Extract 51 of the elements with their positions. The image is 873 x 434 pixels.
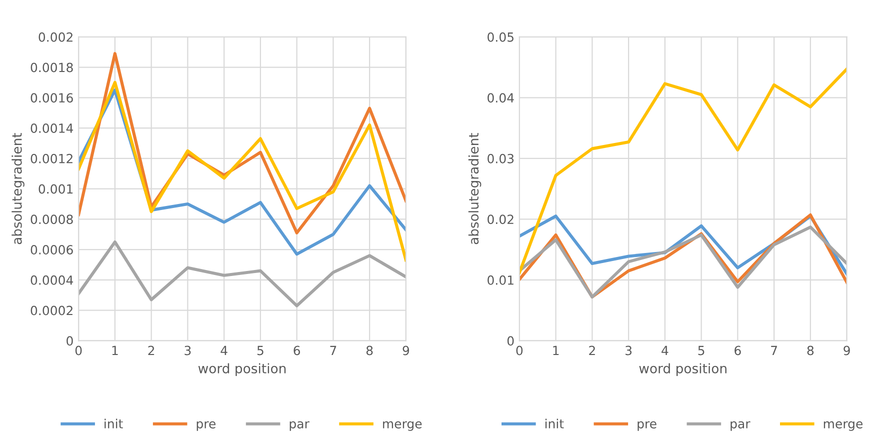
x-tick-label: 4 (220, 346, 228, 356)
y-tick-label: 0.03 (488, 154, 514, 164)
legend-label: init (104, 418, 123, 428)
y-tick-label: 0.04 (488, 93, 514, 103)
y-tick-label: 0.02 (488, 214, 514, 224)
legend-label: init (545, 418, 564, 428)
x-tick-label: 0 (75, 346, 82, 356)
y-tick-label: 0.0006 (30, 245, 73, 254)
x-tick-label: 5 (698, 346, 704, 356)
x-tick-label: 1 (112, 346, 118, 356)
y-axis-title: absolutegradient (468, 132, 482, 244)
legend-label: merge (824, 421, 863, 431)
line-series (78, 240, 406, 308)
y-tick-label: 0.05 (488, 32, 514, 42)
x-tick-label: 3 (626, 346, 632, 356)
legend-label: par (730, 421, 750, 431)
x-tick-label: 2 (589, 346, 595, 356)
x-tick-label: 5 (257, 346, 264, 356)
x-tick-label: 3 (184, 346, 191, 356)
y-tick-label: 0.0012 (30, 154, 72, 164)
x-tick-label: 6 (734, 346, 741, 356)
x-tick-label: 0 (516, 346, 523, 356)
y-tick-label: 0.0018 (30, 62, 73, 72)
legend-label: merge (383, 421, 422, 431)
x-tick-label: 9 (402, 346, 410, 356)
x-tick-label: 9 (844, 346, 850, 356)
x-tick-label: 6 (294, 346, 300, 356)
x-tick-label: 1 (553, 346, 559, 356)
y-tick-label: 0.0014 (30, 124, 74, 133)
x-tick-label: 8 (807, 346, 814, 356)
x-tick-label: 7 (330, 346, 336, 356)
y-tick-label: 0.001 (38, 184, 73, 194)
y-tick-label: 0.0004 (30, 275, 74, 285)
x-tick-label: 2 (148, 346, 154, 356)
y-tick-label: 0.0008 (30, 214, 73, 224)
legend-label: pre (196, 421, 216, 431)
x-axis-title: word position (639, 363, 726, 376)
y-tick-label: 0.002 (38, 32, 72, 42)
x-tick-label: 8 (366, 346, 373, 356)
x-tick-label: 7 (771, 346, 777, 356)
x-tick-label: 4 (662, 346, 668, 356)
legend-label: pre (638, 421, 656, 431)
y-tick-label: 0 (66, 336, 73, 346)
y-tick-label: 0.0016 (30, 93, 73, 103)
y-axis-title: absolutegradient (12, 132, 24, 244)
y-tick-label: 0 (507, 336, 514, 346)
legend-label: par (290, 421, 310, 431)
line-series (519, 68, 847, 274)
y-tick-label: 0.0002 (30, 306, 72, 316)
y-tick-label: 0.01 (488, 275, 514, 285)
x-axis-title: word position (198, 363, 286, 376)
